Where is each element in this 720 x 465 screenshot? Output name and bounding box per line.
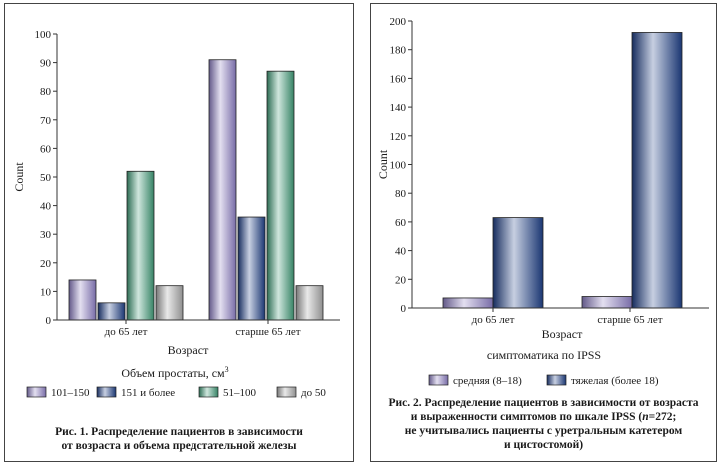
- figure-2-panel: 0 20 40 60 80 100 120 140 160 180 200 Count до 65 л…: [370, 3, 717, 462]
- legend-title: Объем простаты, см3: [121, 365, 228, 380]
- bar-3-0: [155, 285, 184, 321]
- y-tick-label: 60: [40, 143, 52, 155]
- caption-line: и выраженности симптомов по шкале IPSS (…: [410, 411, 677, 423]
- legend-label: тяжелая (более 18): [571, 375, 659, 387]
- x-tick-label: старше 65 лет: [597, 314, 662, 326]
- bar-3-1: [295, 285, 324, 321]
- y-tick-label: 200: [390, 16, 407, 28]
- bar-0-1: [581, 296, 633, 309]
- legend-label: 51–100: [223, 387, 257, 399]
- x-axis-label: Возраст: [542, 327, 583, 341]
- legend-swatch: [428, 374, 449, 386]
- x-tick-label: старше 65 лет: [235, 326, 300, 338]
- legend-title: симптоматика по IPSS: [487, 348, 601, 362]
- caption-line: не учитывались пациенты с уретральным ка…: [404, 425, 683, 437]
- y-axis-label: Count: [376, 149, 390, 179]
- legend-swatch: [96, 386, 117, 398]
- y-tick-label: 40: [395, 246, 407, 258]
- caption-line: Рис. 2. Распределение пациентов в зависи…: [388, 397, 699, 409]
- y-tick-label: 140: [390, 102, 407, 114]
- y-tick-label: 90: [40, 58, 52, 70]
- x-tick-label: до 65 лет: [105, 326, 148, 338]
- x-tick-label: до 65 лет: [472, 314, 515, 326]
- y-tick-label: 80: [40, 86, 52, 98]
- y-tick-label: 0: [46, 315, 52, 327]
- figure-1-chart: 0 10 20 30 40 50 60 70 80 90 100 Count до 65 лет ста…: [12, 29, 340, 399]
- y-tick-label: 40: [40, 201, 52, 213]
- bar-1-1: [237, 216, 266, 321]
- legend-label: до 50: [301, 387, 326, 399]
- bar-1-1: [631, 32, 683, 309]
- caption-line: от возраста и объема предстательной желе…: [61, 440, 297, 452]
- y-tick-label: 180: [390, 45, 407, 57]
- legend-swatch: [546, 374, 567, 386]
- y-tick-label: 0: [401, 303, 407, 315]
- bar-1-0: [492, 217, 544, 309]
- y-tick-label: 20: [395, 274, 407, 286]
- y-tick-label: 100: [35, 29, 52, 41]
- legend-title-superscript: 3: [225, 365, 229, 374]
- bar-2-0: [126, 170, 155, 321]
- caption-line: и цистостомой): [503, 439, 584, 451]
- y-tick-label: 20: [40, 258, 52, 270]
- y-tick-label: 50: [40, 172, 52, 184]
- legend-label: 101–150: [51, 387, 90, 399]
- y-tick-label: 100: [390, 160, 407, 172]
- bar-0-1: [208, 59, 237, 321]
- legend-swatch: [276, 386, 297, 398]
- legend-swatch: [198, 386, 219, 398]
- y-tick-label: 60: [395, 217, 407, 229]
- y-tick-label: 70: [40, 115, 52, 127]
- y-tick-label: 80: [395, 188, 407, 200]
- figure-2-caption: Рис. 2. Распределение пациентов в зависи…: [371, 396, 716, 452]
- bar-0-0: [68, 279, 97, 321]
- figure-1-panel: 0 10 20 30 40 50 60 70 80 90 100 Count до 65 лет ста…: [4, 3, 354, 462]
- legend-swatch: [26, 386, 47, 398]
- bar-2-1: [266, 70, 295, 321]
- legend-label: 151 и более: [121, 387, 175, 399]
- y-axis-label: Count: [12, 162, 26, 192]
- caption-line: Рис. 1. Распределение пациентов в зависи…: [55, 426, 303, 438]
- y-tick-label: 10: [40, 286, 52, 298]
- y-tick-label: 160: [390, 73, 407, 85]
- bar-0-0: [442, 297, 494, 309]
- y-tick-label: 120: [390, 131, 407, 143]
- figure-2-chart: 0 20 40 60 80 100 120 140 160 180 200 Count до 65 л…: [376, 16, 709, 387]
- x-axis-label: Возраст: [168, 343, 209, 357]
- legend-label: средняя (8–18): [453, 375, 522, 387]
- y-tick-label: 30: [40, 229, 52, 241]
- figure-1-caption: Рис. 1. Распределение пациентов в зависи…: [5, 425, 353, 453]
- bar-1-0: [97, 302, 126, 321]
